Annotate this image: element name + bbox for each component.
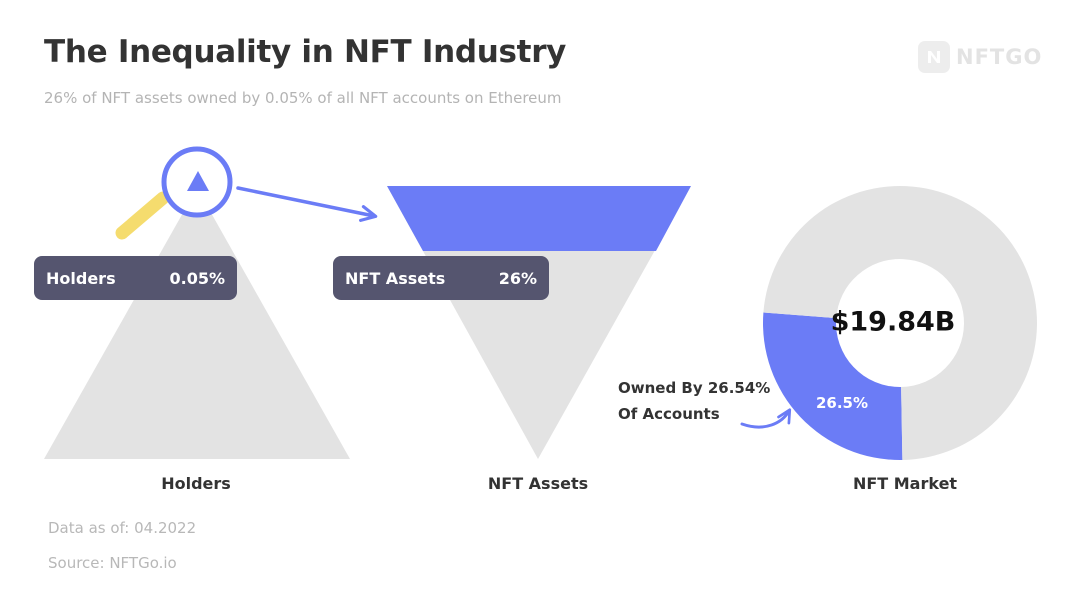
assets-pill-label: NFT Assets [345, 268, 446, 288]
holders-pill-value: 0.05% [169, 268, 225, 288]
holders-highlight-triangle [187, 171, 209, 191]
chart-title: The Inequality in NFT Industry [44, 34, 567, 70]
logo-text: NFTGO [956, 45, 1043, 69]
assets-highlight-band [387, 186, 691, 251]
assets-caption: NFT Assets [487, 474, 589, 493]
holders-pill-label: Holders [46, 268, 116, 288]
holders-caption: Holders [161, 474, 231, 493]
nftgo-logo-icon [918, 41, 950, 73]
holders-pill: Holders 0.05% [34, 256, 237, 300]
ownership-note: Owned By 26.54% Of Accounts [618, 375, 770, 427]
assets-pill-value: 26% [498, 268, 537, 288]
market-total-value: $19.84B [830, 306, 956, 338]
annotation-arrow [740, 408, 792, 429]
donut-slice-label: 26.5% [815, 394, 869, 412]
chart-subtitle: 26% of NFT assets owned by 0.05% of all … [44, 89, 562, 107]
holders-triangle [44, 188, 350, 459]
donut-slice-rest [763, 185, 1037, 460]
assets-triangle [387, 186, 691, 459]
market-caption: NFT Market [852, 474, 958, 493]
ownership-note-line-1: Owned By 26.54% [618, 379, 771, 397]
ownership-note-line-2: Of Accounts [618, 405, 720, 423]
data-date: Data as of: 04.2022 [48, 519, 197, 537]
market-donut [762, 185, 1037, 460]
data-source: Source: NFTGo.io [48, 554, 177, 572]
donut-slice-owned [762, 312, 903, 460]
assets-pill: NFT Assets 26% [333, 256, 549, 300]
flow-arrow [236, 186, 378, 222]
nftgo-logo: NFTGO [918, 40, 1042, 74]
magnifier-icon [115, 146, 233, 240]
